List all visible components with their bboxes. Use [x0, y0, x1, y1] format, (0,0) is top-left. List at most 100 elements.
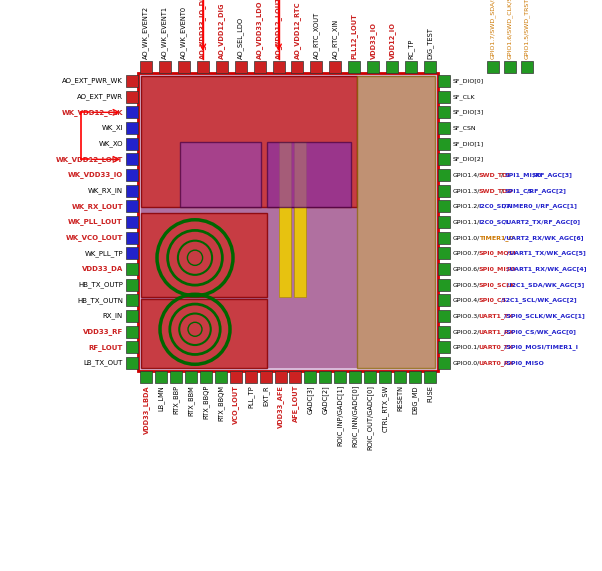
Text: GPIO0.2/: GPIO0.2/ [453, 329, 480, 334]
Bar [140, 371, 152, 383]
Text: WK_PLL_TP: WK_PLL_TP [84, 250, 123, 257]
Bar [126, 310, 138, 322]
Bar [521, 61, 533, 73]
Bar [140, 61, 152, 73]
Text: /I2C1_SCL/WK_AGC[2]: /I2C1_SCL/WK_AGC[2] [501, 297, 577, 303]
Text: ROIC_INN/GADC[0]: ROIC_INN/GADC[0] [352, 385, 359, 447]
Text: AO_WK_EVENT2: AO_WK_EVENT2 [143, 6, 149, 59]
Bar [349, 371, 361, 383]
Text: /RF_AGC[2]: /RF_AGC[2] [527, 188, 565, 194]
Bar [126, 169, 138, 181]
Text: SWD_TDI: SWD_TDI [479, 172, 510, 178]
Bar [438, 279, 450, 291]
Text: VDD33_RF: VDD33_RF [82, 328, 123, 335]
Bar [379, 371, 391, 383]
Text: GPIO0.7/: GPIO0.7/ [453, 251, 480, 256]
Bar [126, 91, 138, 103]
Text: PLL_TP: PLL_TP [247, 385, 254, 408]
Bar [141, 76, 357, 207]
Text: AO_WK_EVENT0: AO_WK_EVENT0 [181, 6, 187, 59]
Bar [267, 142, 351, 207]
Text: ROIC_INP/GADC[1]: ROIC_INP/GADC[1] [337, 385, 344, 447]
Bar [290, 371, 302, 383]
Bar [126, 138, 138, 150]
Text: AO_VDD12_LOUT: AO_VDD12_LOUT [275, 0, 282, 59]
Bar [216, 61, 228, 73]
Text: /TIMER0_I/RF_AGC[1]: /TIMER0_I/RF_AGC[1] [504, 203, 577, 209]
Text: UART0_RX: UART0_RX [479, 360, 514, 366]
Bar [253, 61, 265, 73]
Bar [126, 294, 138, 306]
Bar [311, 61, 323, 73]
Bar [126, 75, 138, 87]
Text: SF_DIO[0]: SF_DIO[0] [453, 78, 484, 84]
Text: GPIO1.0/: GPIO1.0/ [453, 235, 480, 240]
Text: GPIO1.4/: GPIO1.4/ [453, 172, 480, 178]
Text: PLL12_LOUT: PLL12_LOUT [351, 13, 358, 59]
Bar [230, 371, 241, 383]
Bar [438, 325, 450, 337]
Text: WK_VDD33_IO: WK_VDD33_IO [68, 171, 123, 179]
Bar [126, 200, 138, 212]
Text: VDD33_IO: VDD33_IO [370, 22, 377, 59]
Text: RX_IN: RX_IN [103, 313, 123, 319]
Bar [438, 357, 450, 369]
Text: WK_VDD12_CLK: WK_VDD12_CLK [61, 109, 123, 116]
Bar [126, 216, 138, 228]
Text: RTX_BBP: RTX_BBP [173, 385, 179, 414]
Bar [126, 154, 138, 166]
Bar [273, 61, 285, 73]
Bar [438, 154, 450, 166]
Bar [438, 232, 450, 244]
Bar [141, 299, 267, 368]
Bar [197, 61, 209, 73]
Text: AO_VDD12_RTC: AO_VDD12_RTC [294, 2, 301, 59]
Text: /SPI0_SCLK/WK_AGC[1]: /SPI0_SCLK/WK_AGC[1] [504, 313, 585, 319]
Text: AFE_LOUT: AFE_LOUT [292, 385, 299, 423]
Bar [180, 142, 261, 207]
Text: AO_SEL_LDO: AO_SEL_LDO [237, 17, 244, 59]
Bar [438, 184, 450, 196]
Text: SPI0_MOSI: SPI0_MOSI [479, 251, 517, 256]
Bar [438, 263, 450, 275]
Text: I2C0_SCL: I2C0_SCL [479, 219, 510, 225]
Text: WK_RX_LOUT: WK_RX_LOUT [72, 203, 123, 210]
Text: /SPI0_CS/WK_AGC[0]: /SPI0_CS/WK_AGC[0] [504, 329, 576, 335]
Text: GADC[2]: GADC[2] [322, 385, 329, 414]
Text: RF_LOUT: RF_LOUT [88, 344, 123, 351]
Text: SPI0_SCLK: SPI0_SCLK [479, 282, 515, 288]
Text: /: / [501, 188, 503, 193]
Bar [405, 61, 417, 73]
Text: GADC[3]: GADC[3] [307, 385, 314, 413]
Text: AO_VDD12_DIG: AO_VDD12_DIG [219, 2, 225, 59]
Bar [126, 247, 138, 259]
Bar [178, 61, 190, 73]
Text: AO_WK_EVENT1: AO_WK_EVENT1 [161, 6, 169, 59]
Bar [409, 371, 421, 383]
Bar [185, 371, 197, 383]
Bar [279, 142, 291, 296]
Bar [334, 371, 346, 383]
Text: GPIO1.6/SWD_CLK/SPI1_SCLK/RF_AGC[5]: GPIO1.6/SWD_CLK/SPI1_SCLK/RF_AGC[5] [507, 0, 513, 59]
Text: SF_CLK: SF_CLK [453, 94, 476, 99]
Text: UART1_TX: UART1_TX [479, 313, 514, 319]
Text: EXT_R: EXT_R [262, 385, 269, 405]
Bar [320, 371, 331, 383]
Text: /UART2_TX/RF_AGC[0]: /UART2_TX/RF_AGC[0] [504, 219, 580, 225]
Text: VDD33_AFE: VDD33_AFE [277, 385, 284, 428]
Text: /UART2_RX/WK_AGC[6]: /UART2_RX/WK_AGC[6] [504, 235, 584, 240]
Text: ROIC_OUT/GADC[0]: ROIC_OUT/GADC[0] [367, 385, 374, 450]
Text: RTX_BBQM: RTX_BBQM [217, 385, 224, 421]
Bar [438, 75, 450, 87]
Text: /: / [501, 172, 503, 178]
Text: UART1_RX: UART1_RX [479, 329, 514, 335]
Bar [349, 61, 360, 73]
Bar [357, 76, 435, 368]
Text: UART0_TX: UART0_TX [479, 344, 514, 350]
Bar [438, 91, 450, 103]
Text: GPIO0.0/: GPIO0.0/ [453, 360, 480, 365]
Text: RTX_BBQP: RTX_BBQP [202, 385, 209, 419]
Bar [291, 61, 303, 73]
Text: /RF_AGC[3]: /RF_AGC[3] [533, 172, 572, 178]
Text: SPI1_MISO: SPI1_MISO [504, 172, 542, 178]
